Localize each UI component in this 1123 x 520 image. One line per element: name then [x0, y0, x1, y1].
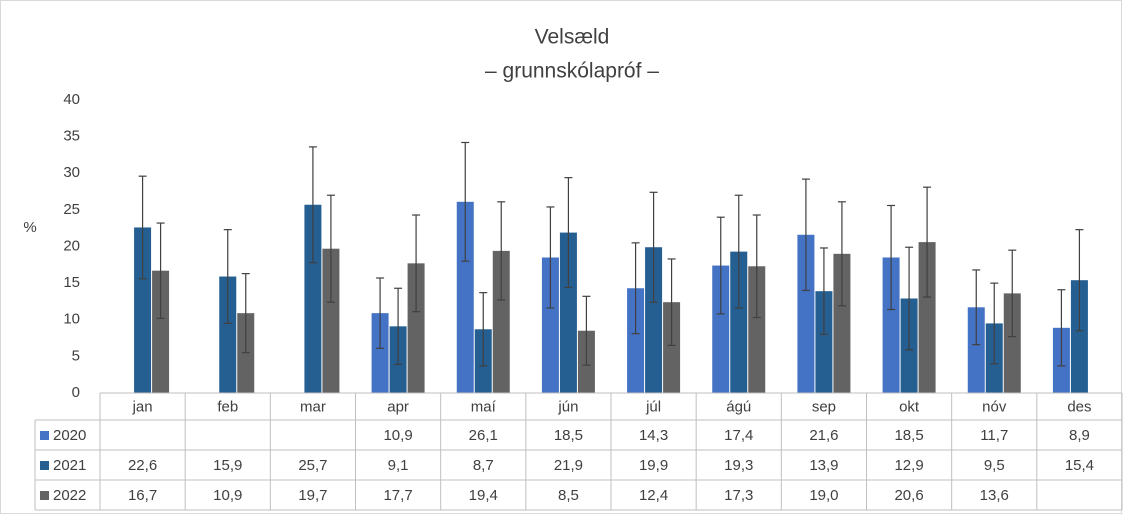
bar: [797, 234, 815, 393]
table-cell: 18,5: [554, 427, 583, 444]
bar: [559, 232, 577, 393]
y-axis-label: %: [23, 219, 36, 236]
bar: [304, 204, 322, 393]
bar: [1070, 280, 1088, 393]
y-tick-label: 10: [63, 311, 80, 328]
table-cell: 16,7: [128, 487, 157, 504]
bar: [815, 291, 833, 393]
bar: [645, 247, 663, 393]
x-tick-label: apr: [387, 398, 409, 415]
x-tick-label: mar: [300, 398, 326, 415]
table-cell: 22,6: [128, 457, 157, 474]
table-cell: 25,7: [298, 457, 327, 474]
chart-title: Velsæld: [535, 26, 610, 49]
bar: [918, 242, 936, 393]
table-cell: 21,6: [809, 427, 838, 444]
y-tick-label: 0: [72, 384, 80, 401]
x-tick-label: okt: [899, 398, 920, 415]
bar: [134, 227, 152, 393]
table-cell: 26,1: [469, 427, 498, 444]
table-cell: 21,9: [554, 457, 583, 474]
bar: [371, 313, 389, 393]
bar: [663, 302, 681, 393]
bar: [882, 257, 900, 393]
legend-key: [40, 461, 49, 470]
bar: [712, 265, 730, 393]
x-tick-label: des: [1067, 398, 1091, 415]
x-tick-label: feb: [217, 398, 238, 415]
bar: [1003, 293, 1021, 393]
table-cell: 19,9: [639, 457, 668, 474]
legend-label: 2021: [53, 457, 86, 474]
table-cell: 20,6: [894, 487, 923, 504]
table-cell: 17,3: [724, 487, 753, 504]
legend-key: [40, 491, 49, 500]
bar: [730, 251, 748, 393]
bar: [541, 257, 559, 393]
legend-key: [40, 431, 49, 440]
x-tick-label: ágú: [726, 398, 751, 415]
bar: [322, 248, 340, 393]
table-cell: 13,9: [809, 457, 838, 474]
table-cell: 12,9: [894, 457, 923, 474]
table-cell: 17,4: [724, 427, 753, 444]
table-cell: 10,9: [383, 427, 412, 444]
x-tick-label: sep: [812, 398, 836, 415]
x-tick-label: júl: [645, 398, 661, 415]
table-cell: 14,3: [639, 427, 668, 444]
legend-label: 2020: [53, 427, 86, 444]
table-cell: 15,4: [1065, 457, 1094, 474]
table-cell: 10,9: [213, 487, 242, 504]
x-tick-label: maí: [471, 398, 497, 415]
table-cell: 8,7: [473, 457, 494, 474]
bar: [219, 276, 237, 393]
y-tick-label: 40: [63, 91, 80, 108]
table-cell: 9,1: [388, 457, 409, 474]
table-cell: 8,9: [1069, 427, 1090, 444]
bar: [492, 250, 510, 393]
y-tick-label: 35: [63, 128, 80, 145]
table-cell: 11,7: [980, 427, 1008, 444]
table-cell: 18,5: [894, 427, 923, 444]
bar: [748, 266, 766, 393]
table-cell: 19,0: [809, 487, 838, 504]
bar: [152, 270, 170, 393]
bar: [627, 288, 645, 393]
table-cell: 12,4: [639, 487, 668, 504]
y-tick-label: 5: [72, 347, 80, 364]
bar: [456, 201, 474, 393]
table-cell: 9,5: [984, 457, 1005, 474]
table-cell: 8,5: [558, 487, 579, 504]
bar: [833, 253, 851, 393]
y-tick-label: 15: [63, 274, 80, 291]
y-tick-label: 30: [63, 164, 80, 181]
x-tick-label: jan: [132, 398, 153, 415]
table-cell: 19,4: [469, 487, 498, 504]
table-cell: 19,7: [298, 487, 327, 504]
bar: [407, 263, 425, 393]
table-cell: 13,6: [980, 487, 1009, 504]
table-cell: 15,9: [213, 457, 242, 474]
x-tick-label: nóv: [982, 398, 1007, 415]
chart-subtitle: – grunnskólapróf –: [485, 60, 659, 83]
table-cell: 19,3: [724, 457, 753, 474]
x-tick-label: jún: [557, 398, 578, 415]
table-cell: 17,7: [383, 487, 412, 504]
y-tick-label: 25: [63, 201, 80, 218]
legend-label: 2022: [53, 487, 86, 504]
bar: [967, 307, 985, 393]
y-tick-label: 20: [63, 237, 80, 254]
